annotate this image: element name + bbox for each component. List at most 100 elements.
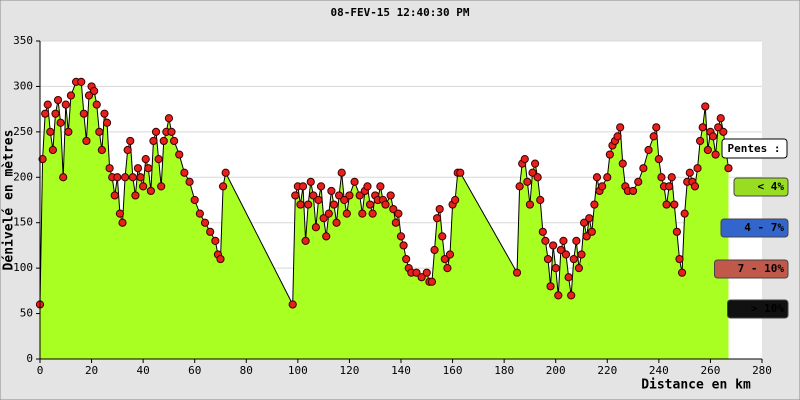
- elevation-point: [92, 100, 101, 109]
- elevation-point: [110, 191, 119, 200]
- legend-swatch: [720, 218, 789, 238]
- elevation-point: [716, 114, 725, 123]
- elevation-point: [541, 236, 550, 245]
- elevation-point: [582, 232, 591, 241]
- elevation-point: [59, 173, 68, 182]
- elevation-point: [708, 132, 718, 141]
- elevation-point: [530, 159, 540, 168]
- elevation-point: [43, 100, 52, 109]
- elevation-point: [301, 236, 310, 245]
- elevation-point: [670, 200, 679, 209]
- elevation-point: [440, 254, 449, 264]
- elevation-point: [136, 173, 145, 182]
- elevation-point: [79, 109, 88, 118]
- elevation-point: [304, 200, 313, 209]
- y-tick-label: 0: [26, 352, 33, 365]
- elevation-point: [335, 191, 344, 200]
- elevation-area: [40, 81, 729, 359]
- elevation-point: [151, 127, 161, 136]
- elevation-point: [685, 168, 694, 177]
- elevation-point: [164, 114, 174, 123]
- elevation-point: [430, 245, 439, 255]
- elevation-point: [157, 182, 166, 191]
- elevation-point: [139, 182, 148, 191]
- elevation-point: [154, 155, 163, 164]
- elevation-point: [696, 136, 705, 146]
- elevation-point: [451, 195, 460, 205]
- elevation-point: [556, 245, 565, 255]
- elevation-point: [386, 191, 395, 200]
- elevation-point: [639, 164, 648, 173]
- elevation-point: [185, 177, 194, 186]
- elevation-point: [175, 150, 184, 159]
- elevation-point: [340, 195, 349, 205]
- elevation-point: [84, 91, 94, 100]
- legend-swatch: [733, 177, 789, 197]
- x-tick-label: 160: [443, 364, 463, 377]
- legend-swatch: [714, 259, 789, 279]
- elevation-point: [102, 118, 112, 127]
- elevation-point: [169, 136, 179, 146]
- elevation-point: [657, 173, 666, 182]
- legend-label: 7 - 10%: [738, 262, 785, 275]
- elevation-point: [598, 182, 607, 191]
- elevation-point: [587, 227, 596, 236]
- elevation-point: [350, 177, 359, 186]
- elevation-point: [538, 227, 547, 236]
- elevation-point: [115, 209, 125, 218]
- elevation-point: [585, 214, 594, 223]
- elevation-point: [316, 182, 326, 191]
- elevation-point: [133, 164, 143, 173]
- elevation-point: [291, 191, 300, 200]
- elevation-point: [120, 173, 130, 182]
- elevation-point: [288, 300, 297, 309]
- elevation-point: [644, 145, 653, 155]
- elevation-point: [567, 291, 576, 300]
- elevation-point: [427, 277, 437, 286]
- x-tick-label: 120: [339, 364, 359, 377]
- x-axis-label: Distance en km: [641, 378, 751, 393]
- elevation-point: [149, 136, 158, 146]
- y-tick-label: 200: [13, 170, 33, 183]
- elevation-point: [345, 191, 354, 200]
- elevation-point: [51, 109, 60, 118]
- elevation-point: [719, 127, 728, 136]
- elevation-point: [319, 214, 328, 223]
- elevation-point: [190, 195, 199, 205]
- elevation-point: [592, 173, 602, 182]
- x-tick-label: 0: [37, 364, 44, 377]
- elevation-point: [433, 214, 442, 223]
- elevation-point: [590, 200, 599, 209]
- elevation-point: [200, 218, 210, 227]
- elevation-point: [402, 254, 411, 264]
- elevation-point: [605, 150, 614, 159]
- x-tick-label: 260: [700, 364, 720, 377]
- elevation-point: [654, 155, 663, 164]
- elevation-point: [690, 182, 700, 191]
- elevation-point: [314, 195, 323, 205]
- x-tick-label: 240: [649, 364, 669, 377]
- elevation-point: [358, 209, 367, 218]
- elevation-point: [113, 173, 122, 182]
- elevation-point: [306, 177, 315, 186]
- x-tick-label: 40: [137, 364, 150, 377]
- elevation-point: [399, 241, 408, 250]
- elevation-point: [616, 123, 625, 132]
- elevation-point: [97, 145, 106, 155]
- x-tick-label: 280: [752, 364, 772, 377]
- elevation-point: [693, 164, 702, 173]
- elevation-point: [528, 168, 537, 177]
- elevation-point: [634, 177, 643, 186]
- y-tick-label: 350: [13, 34, 33, 47]
- legend-label: 4 - 7%: [744, 221, 784, 234]
- elevation-point: [677, 268, 687, 277]
- elevation-point: [118, 218, 127, 227]
- elevation-point: [701, 102, 710, 111]
- elevation-point: [435, 204, 444, 214]
- elevation-point: [724, 164, 733, 173]
- legend-label: < 4%: [758, 180, 785, 193]
- elevation-point: [309, 191, 318, 200]
- elevation-point: [56, 118, 65, 127]
- elevation-point: [131, 191, 140, 200]
